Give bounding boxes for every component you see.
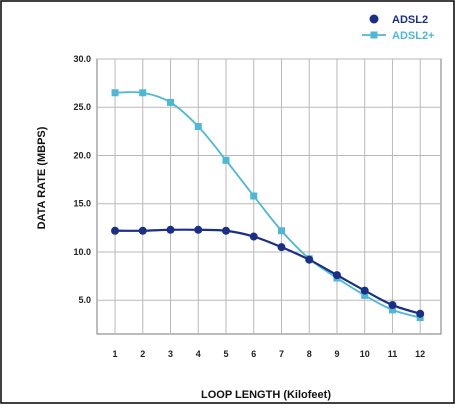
series-layer [111,89,425,322]
y-tick-label: 10.0 [73,247,91,257]
x-tick-label: 8 [307,349,312,359]
y-axis-title: DATA RATE (MBPS) [36,126,48,229]
legend-marker [369,14,379,24]
x-tick-labels: 1 2 3 4 5 6 7 8 9 10 11 12 [113,349,426,359]
legend-label: ADSL2 [392,14,428,26]
data-point [166,225,175,234]
legend-item-adsl2: ADSL2 [369,14,428,26]
x-tick-label: 6 [251,349,256,359]
series-adsl2 [111,225,425,318]
y-tick-label: 15.0 [73,199,91,209]
data-point [167,98,175,106]
data-point [138,226,147,235]
data-point [388,306,396,314]
data-point [277,243,286,252]
data-point [305,255,314,264]
y-tick-labels: 5.0 10.0 15.0 20.0 25.0 30.0 [73,54,91,305]
data-point [222,226,230,235]
x-tick-label: 3 [168,349,173,359]
data-point [388,301,397,310]
plot-area [96,58,442,335]
x-tick-label: 9 [334,349,339,359]
y-tick-label: 5.0 [78,295,91,305]
data-point [360,286,369,295]
y-tick-label: 30.0 [73,54,91,64]
x-tick-label: 4 [196,349,201,359]
x-tick-label: 5 [223,349,228,359]
data-point [332,271,341,280]
x-tick-label: 1 [113,349,118,359]
data-point [111,89,119,97]
legend: ADSL2 ADSL2+ [362,14,435,42]
y-tick-label: 25.0 [73,102,91,112]
data-point [111,226,120,235]
legend-marker [370,31,378,39]
x-tick-label: 7 [279,349,284,359]
data-point [222,156,230,164]
data-point [361,291,369,299]
x-axis-title: LOOP LENGTH (Kilofeet) [201,389,331,401]
data-point [194,123,202,131]
x-tick-label: 12 [415,349,425,359]
x-tick-label: 11 [388,349,398,359]
x-tick-label: 10 [360,349,370,359]
data-point [194,225,203,234]
x-tick-label: 2 [140,349,145,359]
legend-item-adsl2-plus: ADSL2+ [362,30,435,42]
legend-label: ADSL2+ [392,30,435,42]
y-tick-label: 20.0 [73,150,91,160]
data-point [249,232,258,241]
data-point [139,89,147,97]
data-point [416,309,425,318]
data-point [277,227,285,235]
data-point [250,192,258,200]
